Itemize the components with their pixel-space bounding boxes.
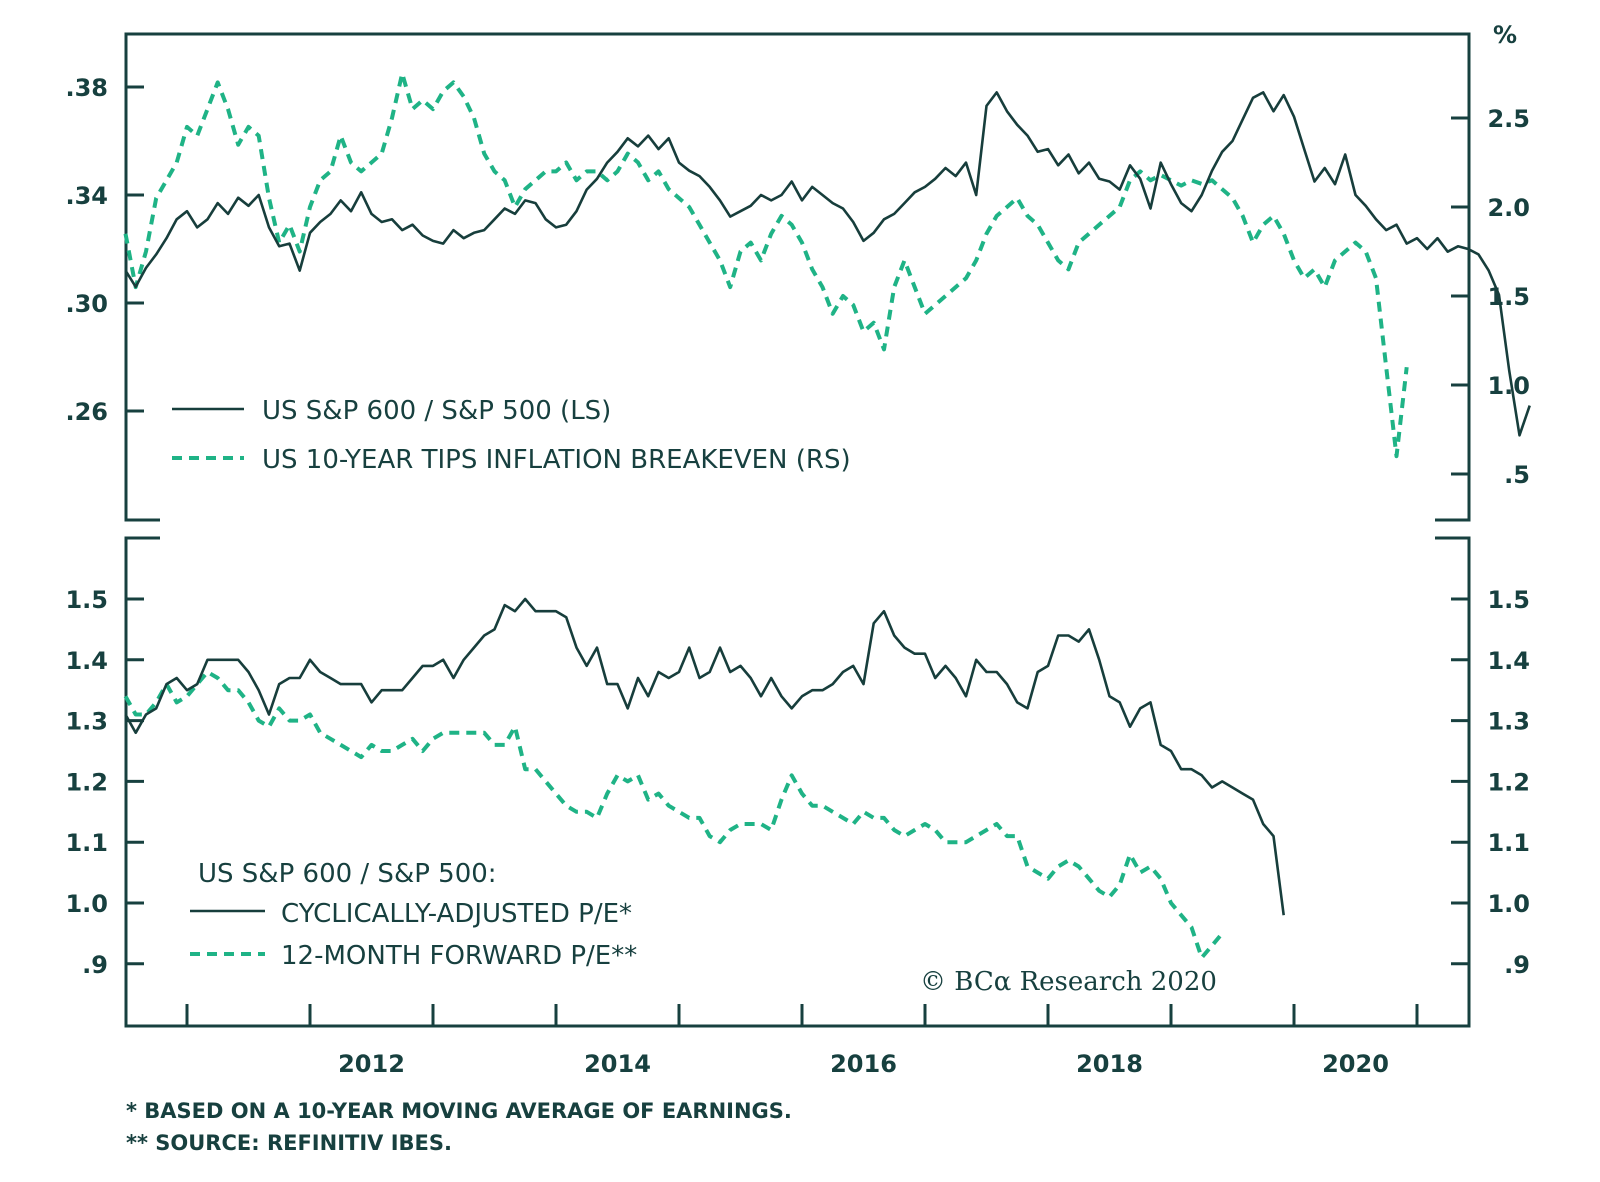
top-left-axis	[124, 32, 160, 522]
y-tick-label-right: 1.5	[1487, 586, 1530, 614]
y-tick-label-left: 1.0	[65, 890, 108, 918]
y-tick-label-right: .9	[1504, 951, 1530, 979]
y-tick-label-left: 1.1	[65, 829, 108, 857]
y-tick-label-left: .26	[65, 398, 108, 426]
copyright: © BCα Research 2020	[920, 967, 1217, 997]
footnote: ** SOURCE: REFINITIV IBES.	[126, 1131, 452, 1155]
y-tick-label-right: 1.1	[1487, 829, 1530, 857]
y-tick-label-left: .30	[65, 290, 108, 318]
series-line-forward-pe	[123, 670, 1224, 960]
y-tick-label-left: 1.4	[65, 647, 108, 675]
top-frame	[126, 32, 1471, 522]
y-tick-label-right: 1.0	[1487, 372, 1530, 400]
y-tick-label-right: .5	[1504, 461, 1530, 489]
x-tick-label: 2018	[1076, 1050, 1143, 1078]
y-tick-label-right: 1.4	[1487, 647, 1530, 675]
y-tick-label-left: .9	[82, 951, 108, 979]
legend-label: CYCLICALLY-ADJUSTED P/E*	[281, 899, 632, 929]
y-tick-label-left: .38	[65, 74, 108, 102]
legend-label: 12-MONTH FORWARD P/E**	[281, 941, 637, 971]
legend-label: US 10-YEAR TIPS INFLATION BREAKEVEN (RS)	[262, 445, 851, 475]
series-line-sp600-sp500	[124, 91, 1531, 437]
y-tick-label-right: 1.3	[1487, 708, 1530, 736]
y-tick-label-right: 1.5	[1487, 283, 1530, 311]
y-tick-label-left: .34	[65, 182, 108, 210]
bottom-panel: 1.5 1.4 1.3 1.2 1.1 1.0 .9 1.5 1.4 1.3 1.2 1.1 1.0.…	[65, 536, 1530, 1078]
y-tick-label-right: 1.2	[1487, 768, 1530, 796]
y-tick-label-left: 1.2	[65, 768, 108, 796]
series-line-cape	[124, 597, 1285, 916]
x-tick-label: 2014	[584, 1050, 651, 1078]
y-tick-label-right: 2.0	[1487, 194, 1530, 222]
y-tick-label-right: 2.5	[1487, 105, 1530, 133]
x-tick-label: 2020	[1322, 1050, 1389, 1078]
x-tick-label: 2012	[338, 1050, 405, 1078]
series-line-tips-breakeven	[123, 71, 1409, 459]
y-tick-label-left: 1.5	[65, 586, 108, 614]
y-tick-label-left: 1.3	[65, 708, 108, 736]
legend-title: US S&P 600 / S&P 500:	[198, 859, 497, 889]
footnote: * BASED ON A 10-YEAR MOVING AVERAGE OF E…	[126, 1099, 792, 1123]
top-panel: .38 .34 .30 .26 2.5 2.0 1.5 1.0 .5 % US S&P 600…	[65, 21, 1531, 522]
right-axis-unit: %	[1493, 21, 1517, 49]
y-tick-label-right: 1.0	[1487, 890, 1530, 918]
legend-label: US S&P 600 / S&P 500 (LS)	[262, 396, 611, 426]
x-tick-label: 2016	[830, 1050, 897, 1078]
bottom-frame	[124, 536, 1471, 1028]
